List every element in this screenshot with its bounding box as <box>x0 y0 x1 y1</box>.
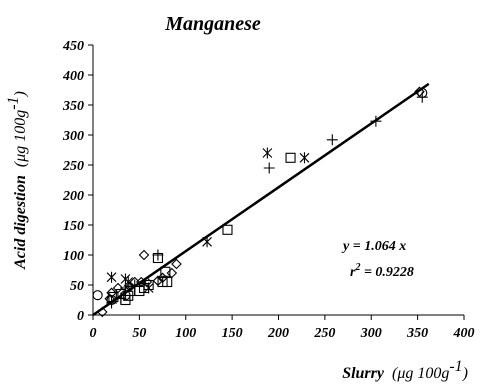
square-point <box>285 152 296 163</box>
diamond-point <box>138 249 150 261</box>
y-axis-label: Acid digestion <box>12 175 29 270</box>
y-tick-labels: 0 50 100 150 200 250 300 350 400 450 <box>62 39 84 324</box>
x-tick-label: 300 <box>360 326 382 341</box>
y-axis-title: Acid digestion (μg 100g-1) <box>5 91 29 270</box>
r-squared-exponent: 2 <box>354 262 360 273</box>
y-tick-label: 200 <box>62 189 84 204</box>
y-tick-label: 400 <box>62 69 84 84</box>
square-point <box>162 276 173 288</box>
x-axis-unit: (μg 100g <box>392 365 449 382</box>
square-point <box>222 224 233 235</box>
data-points <box>92 86 428 318</box>
regression-line-group <box>92 82 430 317</box>
r-squared-annotation: r2 = 0.9228 <box>350 262 414 280</box>
square-point <box>160 266 171 277</box>
axes <box>88 44 465 320</box>
circle-point <box>92 290 103 301</box>
x-tick-label: 100 <box>175 326 196 341</box>
x-axis-unit-exponent: -1 <box>449 358 462 375</box>
plus-point <box>263 162 275 174</box>
asterisk-point <box>299 152 310 164</box>
y-tick-label: 50 <box>70 279 84 294</box>
x-tick-label: 0 <box>90 326 97 341</box>
x-tick-label: 50 <box>132 326 146 341</box>
y-axis-unit: (μg 100g <box>12 110 29 167</box>
regression-equation: y = 1.064 x <box>341 239 406 254</box>
y-axis-unit-exponent: -1 <box>5 96 22 109</box>
x-tick-label: 150 <box>222 326 243 341</box>
x-tick-label: 350 <box>406 326 428 341</box>
plus-point <box>152 249 164 261</box>
y-axis-unit-close: ) <box>12 91 29 97</box>
y-tick-label: 250 <box>62 159 84 174</box>
x-tick-label: 200 <box>267 326 289 341</box>
y-tick-label: 100 <box>63 249 84 264</box>
x-tick-label: 250 <box>313 326 335 341</box>
asterisk-point <box>143 282 154 294</box>
x-tick-labels: 0 50 100 150 200 250 300 350 400 <box>90 326 475 341</box>
asterisk-point <box>262 147 273 159</box>
regression-line <box>92 82 430 317</box>
x-axis-title: Slurry (μg 100g-1) <box>342 358 468 382</box>
r-squared-prefix: r <box>350 265 356 280</box>
x-axis-unit-close: ) <box>462 365 468 382</box>
y-tick-label: 350 <box>62 99 84 114</box>
chart-title: Manganese <box>164 13 261 35</box>
r-squared-value: = 0.9228 <box>360 265 413 280</box>
diamond-point <box>171 258 182 270</box>
y-tick-label: 300 <box>62 129 84 144</box>
y-tick-label: 450 <box>62 39 84 54</box>
y-tick-label: 0 <box>77 309 84 324</box>
asterisk-point <box>106 271 117 283</box>
diamond-point <box>106 287 117 299</box>
x-axis-label: Slurry <box>342 365 385 382</box>
y-tick-label: 150 <box>63 219 84 234</box>
asterisk-point <box>123 276 134 288</box>
x-tick-label: 400 <box>453 326 475 341</box>
plus-point <box>326 134 338 146</box>
